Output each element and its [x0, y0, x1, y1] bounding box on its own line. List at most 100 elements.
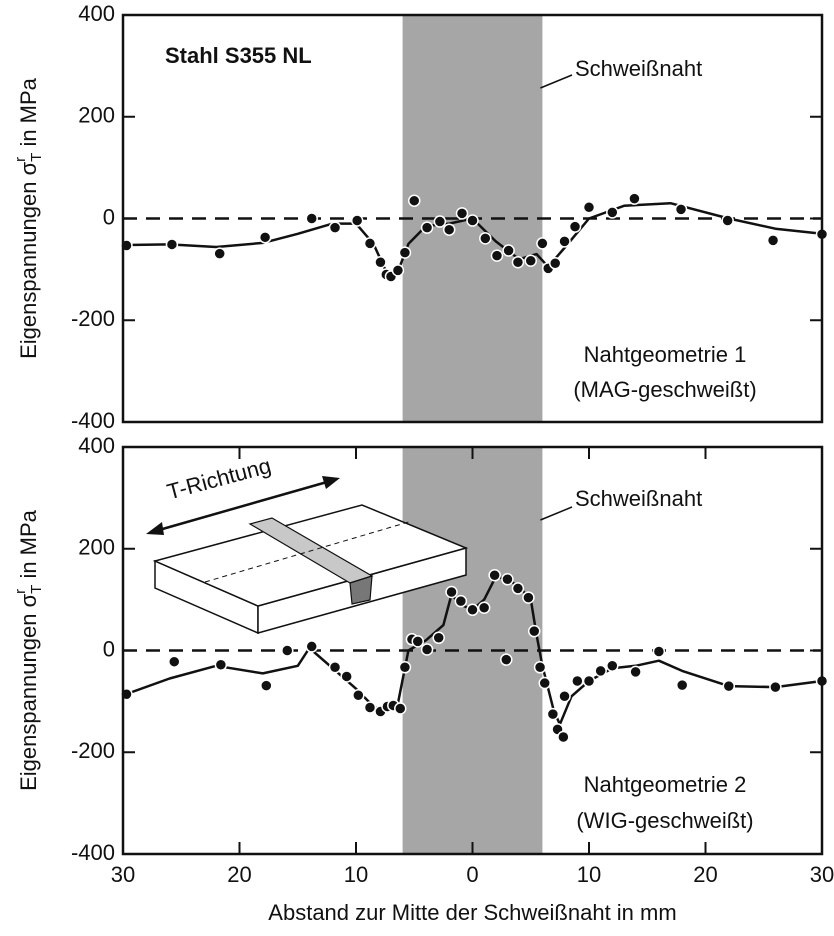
- weld-plate-inset: [146, 476, 469, 635]
- y-label-text: in MPa: [16, 509, 41, 584]
- y-tick-label: -200: [71, 738, 115, 763]
- fit-curve: [122, 575, 823, 726]
- data-point: [281, 644, 294, 657]
- annotation: Nahtgeometrie 1: [584, 342, 747, 367]
- data-point: [557, 730, 570, 744]
- data-point: [629, 665, 642, 679]
- arrow-head: [146, 522, 164, 535]
- data-point: [721, 214, 734, 227]
- data-point: [479, 232, 492, 245]
- data-point: [722, 679, 736, 693]
- data-point: [594, 664, 607, 678]
- data-point: [568, 220, 582, 233]
- y-tick-label: -200: [71, 306, 115, 331]
- x-tick-label: 10: [344, 862, 368, 887]
- data-point: [511, 256, 525, 269]
- data-point: [398, 661, 412, 674]
- annotation: (WIG-geschweißt): [576, 808, 753, 833]
- data-point: [558, 235, 571, 248]
- y-tick-label: 200: [78, 535, 115, 560]
- data-point: [363, 237, 377, 250]
- data-point: [432, 631, 445, 645]
- data-point: [305, 212, 318, 225]
- data-point: [260, 679, 273, 692]
- data-point: [546, 707, 560, 721]
- leader-line: [540, 74, 573, 89]
- background-layer: [402, 15, 543, 854]
- direction-arrow: [151, 478, 335, 534]
- data-point: [340, 670, 353, 683]
- y-tick-label: 200: [78, 103, 115, 128]
- arrow-head: [322, 476, 340, 489]
- data-point: [305, 640, 318, 653]
- y-label-sup: r: [12, 589, 29, 594]
- data-point: [328, 221, 342, 234]
- annotation: (MAG-geschweißt): [573, 377, 756, 402]
- data-point: [490, 249, 504, 262]
- data-point: [442, 223, 456, 236]
- data-point: [420, 221, 434, 234]
- data-point: [328, 661, 342, 674]
- x-tick-label: 30: [810, 862, 834, 887]
- data-point: [466, 603, 479, 617]
- annotation: Schweißnaht: [575, 56, 702, 81]
- x-tick-label: 0: [466, 862, 478, 887]
- annotation: T-Richtung: [164, 453, 273, 505]
- data-point: [350, 214, 364, 227]
- x-tick-label: 20: [693, 862, 717, 887]
- data-point: [420, 643, 434, 656]
- data-point: [445, 585, 458, 599]
- data-point: [352, 689, 365, 702]
- data-point: [527, 624, 541, 638]
- data-point: [488, 568, 501, 582]
- x-tick-label: 30: [111, 862, 135, 887]
- data-point: [477, 601, 491, 615]
- data-point: [466, 214, 479, 227]
- data-point: [582, 674, 596, 688]
- y-tick-label: -400: [71, 840, 115, 865]
- annotation: Schweißnaht: [575, 486, 702, 511]
- annotation: Stahl S355 NL: [165, 43, 312, 68]
- y-label-text: Eigenspannungen σ: [16, 161, 41, 358]
- y-tick-label: 0: [103, 636, 115, 661]
- y-tick-label: -400: [71, 408, 115, 433]
- data-point: [213, 247, 226, 260]
- data-point: [674, 203, 688, 216]
- data-point: [363, 701, 377, 714]
- data-point: [652, 645, 666, 658]
- weld-section: [349, 575, 373, 605]
- data-point: [165, 238, 179, 251]
- data-point: [455, 207, 469, 220]
- leader-line: [540, 506, 573, 521]
- data-point: [606, 206, 619, 219]
- data-point: [522, 591, 535, 604]
- data-point: [769, 680, 782, 694]
- y-label-text: in MPa: [16, 77, 41, 152]
- y-label-sub: T: [28, 153, 45, 162]
- x-tick-label: 10: [577, 862, 601, 887]
- data-point: [524, 254, 537, 267]
- x-tick-label: 20: [227, 862, 251, 887]
- data-point: [408, 194, 421, 207]
- y-tick-label: 400: [78, 1, 115, 26]
- data-point: [606, 659, 619, 673]
- y-axis-label: Eigenspannungen σrT in MPa: [12, 77, 45, 359]
- data-point: [374, 256, 387, 269]
- y-tick-label: 400: [78, 433, 115, 458]
- y-label-sub: T: [28, 585, 45, 594]
- data-point: [501, 573, 514, 586]
- data-point: [766, 234, 780, 247]
- data-point: [533, 661, 547, 674]
- data-point: [258, 231, 272, 244]
- plot-frame: [121, 445, 824, 856]
- plot-frame: [121, 13, 824, 424]
- data-point: [548, 257, 562, 270]
- data-point: [571, 674, 584, 688]
- data-point: [433, 215, 447, 228]
- data-point: [536, 237, 549, 250]
- data-point: [628, 192, 641, 205]
- data-point: [500, 653, 513, 666]
- y-label-sup: r: [12, 157, 29, 162]
- data-point: [538, 676, 551, 690]
